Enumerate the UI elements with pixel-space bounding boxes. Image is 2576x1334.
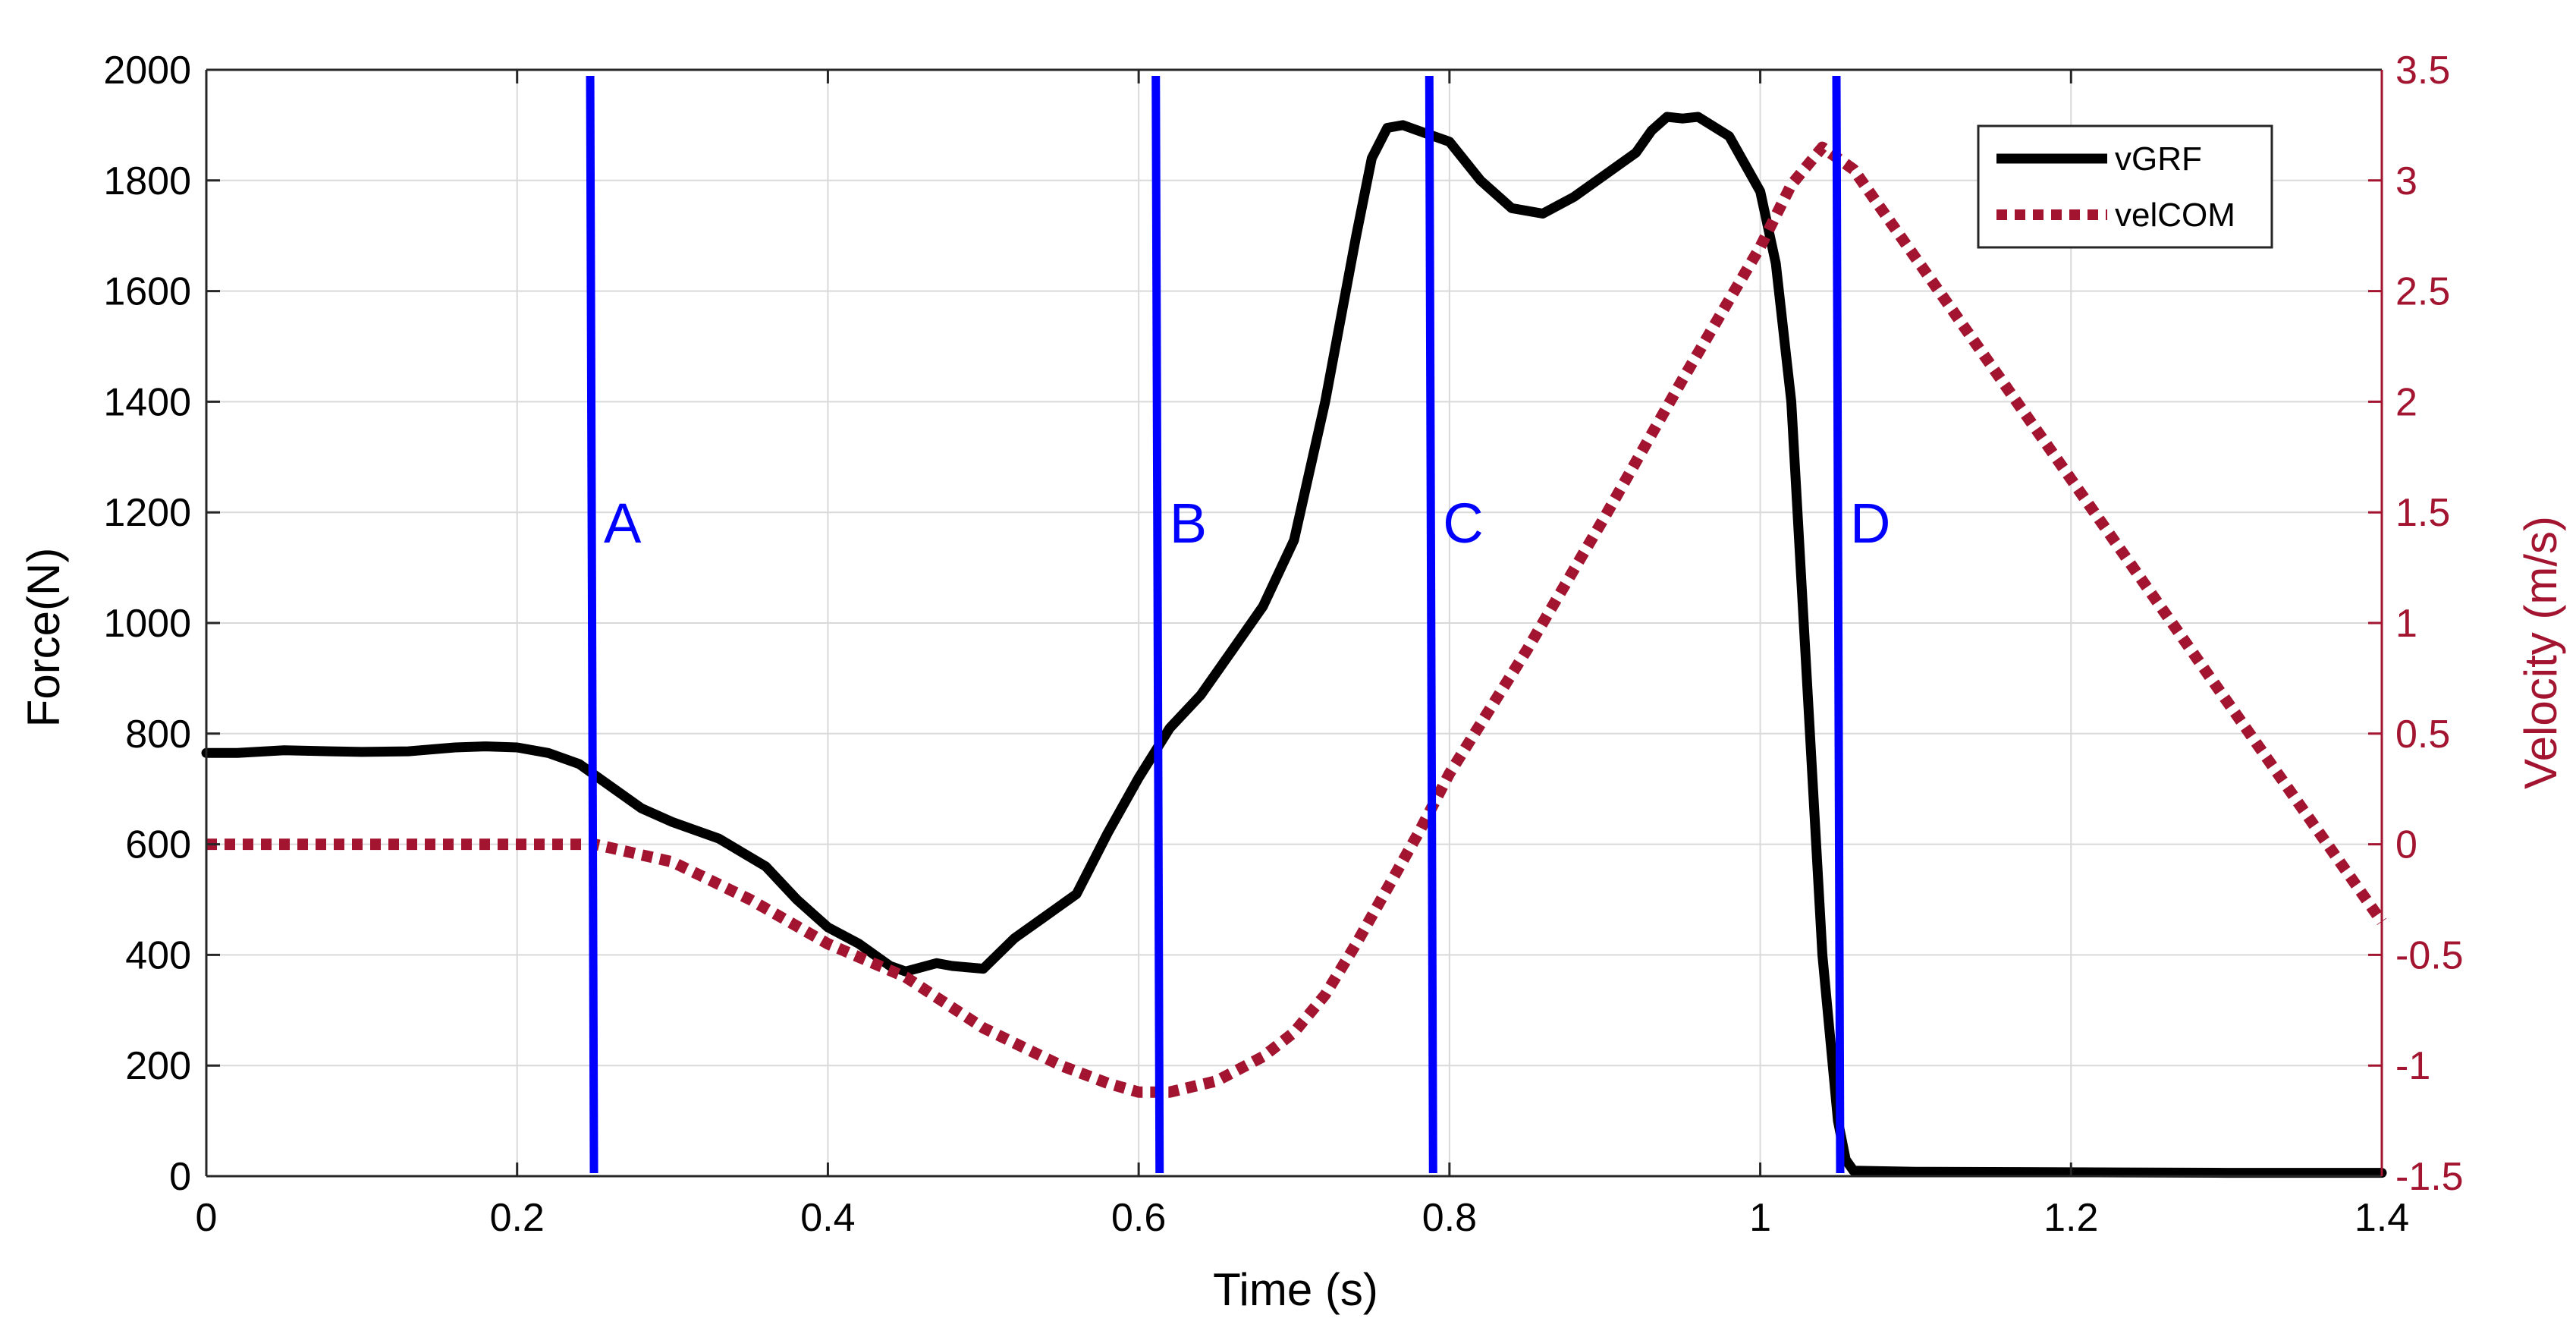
y-left-tick-label: 1400	[103, 380, 191, 424]
x-tick-label: 0.4	[800, 1196, 855, 1240]
y-left-tick-label: 1000	[103, 602, 191, 646]
phase-markers: A B C D	[586, 75, 1890, 1174]
x-axis-title: Time (s)	[1213, 1264, 1378, 1315]
legend: vGRF velCOM	[1977, 124, 2273, 249]
y-left-tick-label: 1200	[103, 491, 191, 535]
y-left-tick-label: 600	[125, 823, 191, 867]
x-tick-label: 0.8	[1422, 1196, 1477, 1240]
y-right-tick-label: -1.5	[2395, 1155, 2464, 1199]
y-right-tick-label: 2.5	[2395, 270, 2450, 314]
y-left-tick-label: 0	[169, 1155, 191, 1199]
phase-marker-label-b: B	[1170, 492, 1207, 555]
legend-box	[1977, 124, 2273, 249]
phase-marker-a	[586, 75, 598, 1174]
y-left-tick-label: 400	[125, 933, 191, 977]
legend-label-vgrf: vGRF	[2115, 140, 2202, 178]
y-axis-right-title: Velocity (m/s)	[2515, 516, 2566, 789]
y-right-tick-label: -0.5	[2395, 933, 2464, 977]
series-line-velcom	[206, 141, 2387, 1098]
x-tick-label: 0	[196, 1196, 218, 1240]
y-left-tick-label: 1800	[103, 159, 191, 203]
y-right-tick-label: 0	[2395, 823, 2417, 867]
y-left-tick-label: 800	[125, 713, 191, 757]
y-axis-left-title: Force(N)	[18, 548, 69, 728]
y-right-tick-label: 3	[2395, 159, 2417, 203]
y-right-tick-label: 3.5	[2395, 49, 2450, 93]
y-left-tick-label: 200	[125, 1044, 191, 1088]
phase-marker-b	[1151, 75, 1164, 1174]
legend-label-velcom: velCOM	[2115, 197, 2235, 234]
y-left-tick-label: 1600	[103, 270, 191, 314]
x-tick-label: 1	[1749, 1196, 1771, 1240]
y-right-tick-label: 1	[2395, 602, 2417, 646]
y-left-tick-label: 2000	[103, 49, 191, 93]
x-tick-label: 1.4	[2355, 1196, 2409, 1240]
x-tick-label: 0.2	[490, 1196, 545, 1240]
axes: 0 0.2 0.4 0.6 0.8 1 1.2 1.402004006008001000120…	[103, 49, 2463, 1240]
y-right-tick-label: 2	[2395, 380, 2417, 424]
y-right-tick-label: 1.5	[2395, 491, 2450, 535]
phase-marker-d	[1832, 75, 1845, 1174]
phase-marker-label-c: C	[1443, 492, 1483, 555]
phase-marker-c	[1425, 75, 1437, 1174]
x-tick-label: 1.2	[2044, 1196, 2098, 1240]
x-tick-label: 0.6	[1111, 1196, 1166, 1240]
y-right-tick-label: 0.5	[2395, 713, 2450, 757]
y-right-tick-label: -1	[2395, 1044, 2430, 1088]
phase-marker-label-a: A	[604, 492, 642, 555]
phase-marker-label-d: D	[1850, 492, 1890, 555]
